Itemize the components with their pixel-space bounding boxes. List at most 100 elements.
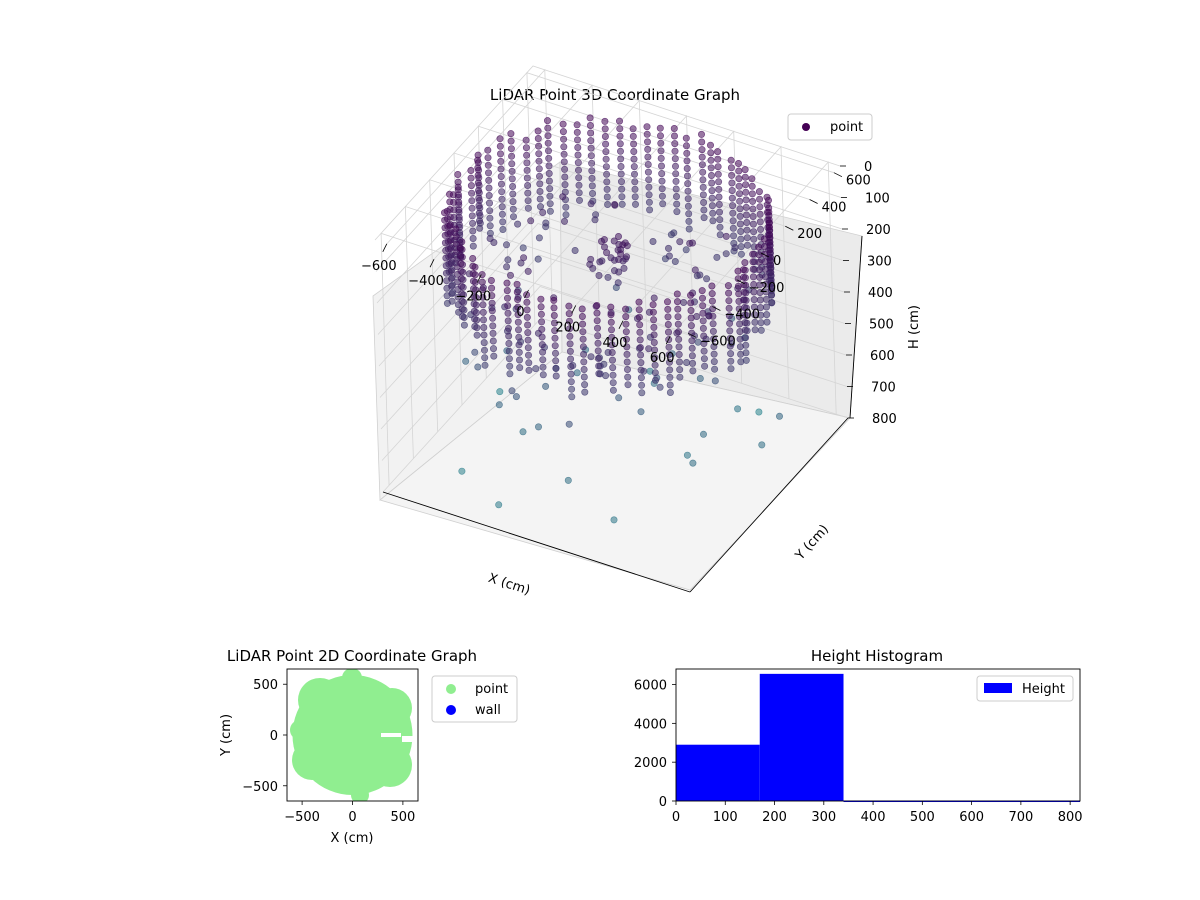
plot3d-point — [508, 387, 516, 395]
plot3d-point — [536, 195, 544, 203]
plot3d-point — [485, 176, 493, 184]
plot3d-point — [452, 233, 460, 241]
plot3d-point — [512, 393, 520, 401]
plot3d-point — [649, 308, 657, 316]
plot3d-point — [750, 280, 758, 288]
plot3d-point — [708, 187, 716, 195]
plot3d-point — [545, 162, 553, 170]
plot3d-point — [651, 376, 659, 384]
plot3d-point — [748, 182, 756, 190]
plot3d-point — [703, 275, 711, 283]
plot3d-point — [683, 157, 691, 165]
plot3d-point — [686, 291, 694, 299]
histogram-y-tick-label: 2000 — [634, 756, 667, 771]
plot3d-point — [484, 169, 492, 177]
plot3d-point — [523, 291, 531, 299]
plot3d-point — [735, 312, 743, 320]
plot3d-point — [508, 167, 516, 175]
plot3d-point — [696, 271, 704, 279]
plot3d-point — [675, 350, 683, 358]
plot3d-point — [643, 123, 651, 131]
plot3d-point — [468, 212, 476, 220]
plot2d-legend: point wall — [431, 675, 518, 723]
plot3d-point — [498, 203, 506, 211]
plot3d-point — [535, 150, 543, 158]
plot3d-point — [698, 287, 706, 295]
plot3d-point — [579, 335, 587, 343]
plot3d-point — [588, 190, 596, 198]
plot3d-y-tick — [785, 225, 794, 231]
plot3d-point — [620, 264, 628, 272]
histogram-y-tick-label: 6000 — [634, 679, 667, 694]
plot3d-point — [644, 145, 652, 153]
plot3d-point — [536, 180, 544, 188]
plot3d-point — [737, 228, 745, 236]
plot3d-point — [688, 337, 696, 345]
plot3d-point — [637, 366, 645, 374]
plot3d-point — [685, 210, 693, 218]
plot3d-point — [608, 341, 616, 349]
plot3d-point — [488, 307, 496, 315]
plot3d-point — [683, 451, 691, 459]
plot3d-point — [709, 320, 717, 328]
plot3d-point — [618, 193, 626, 201]
plot3d-point — [631, 178, 639, 186]
plot3d-point — [567, 370, 575, 378]
plot3d-x-tick-label: −400 — [408, 274, 444, 289]
plot3d-point — [581, 388, 589, 396]
plot3d-point — [603, 178, 611, 186]
plot3d-point — [689, 459, 697, 467]
plot3d-point — [587, 129, 595, 137]
plot3d-point — [764, 196, 772, 204]
plot3d-point — [666, 381, 674, 389]
plot3d-point — [476, 224, 484, 232]
plot3d-point — [513, 288, 521, 296]
plot3d-point — [561, 165, 569, 173]
plot3d-point — [708, 290, 716, 298]
plot3d-point — [446, 244, 454, 252]
plot3d-point — [552, 372, 560, 380]
plot3d-point — [699, 191, 707, 199]
plot2d-point-cluster — [298, 678, 342, 722]
plot3d-point — [475, 194, 483, 202]
plot3d-point — [673, 290, 681, 298]
plot3d-point — [766, 253, 774, 261]
plot3d-point — [523, 166, 531, 174]
plot3d-point — [727, 350, 735, 358]
plot3d-point — [471, 263, 479, 271]
plot3d-point — [445, 190, 453, 198]
plot3d-point — [725, 297, 733, 305]
plot3d-point — [697, 130, 705, 138]
plot3d-point — [550, 296, 558, 304]
plot3d-point — [707, 149, 715, 157]
plot3d-legend-marker — [802, 123, 810, 131]
plot3d-z-tick-label: 200 — [866, 223, 891, 238]
plot3d-point — [542, 382, 550, 390]
plot3d-point — [545, 170, 553, 178]
plot3d-z-tick-label: 500 — [869, 318, 894, 333]
plot3d-point — [630, 148, 638, 156]
plot2d-ylabel: Y (cm) — [219, 714, 234, 757]
plot3d-point — [508, 175, 516, 183]
plot3d-point — [509, 213, 517, 221]
plot3d-point — [475, 209, 483, 217]
plot3d-point — [699, 309, 707, 317]
plot3d-point — [497, 180, 505, 188]
plot3d-point — [663, 298, 671, 306]
plot3d-gridline-z — [382, 317, 849, 493]
plot3d-point — [567, 362, 575, 370]
plot3d-point — [593, 324, 601, 332]
plot3d-point — [611, 201, 619, 209]
plot3d-z-tick-label: 400 — [868, 286, 893, 301]
plot3d-point — [700, 214, 708, 222]
plot3d-point — [594, 354, 602, 362]
plot3d-point — [534, 423, 542, 431]
plot3d-point — [696, 374, 704, 382]
plot3d-point — [658, 170, 666, 178]
plot3d-point — [676, 238, 684, 246]
plot3d-point — [731, 244, 739, 252]
plot3d-point — [535, 234, 543, 242]
plot3d-point — [469, 219, 477, 227]
plot3d-point — [609, 386, 617, 394]
plot3d-point — [595, 362, 603, 370]
